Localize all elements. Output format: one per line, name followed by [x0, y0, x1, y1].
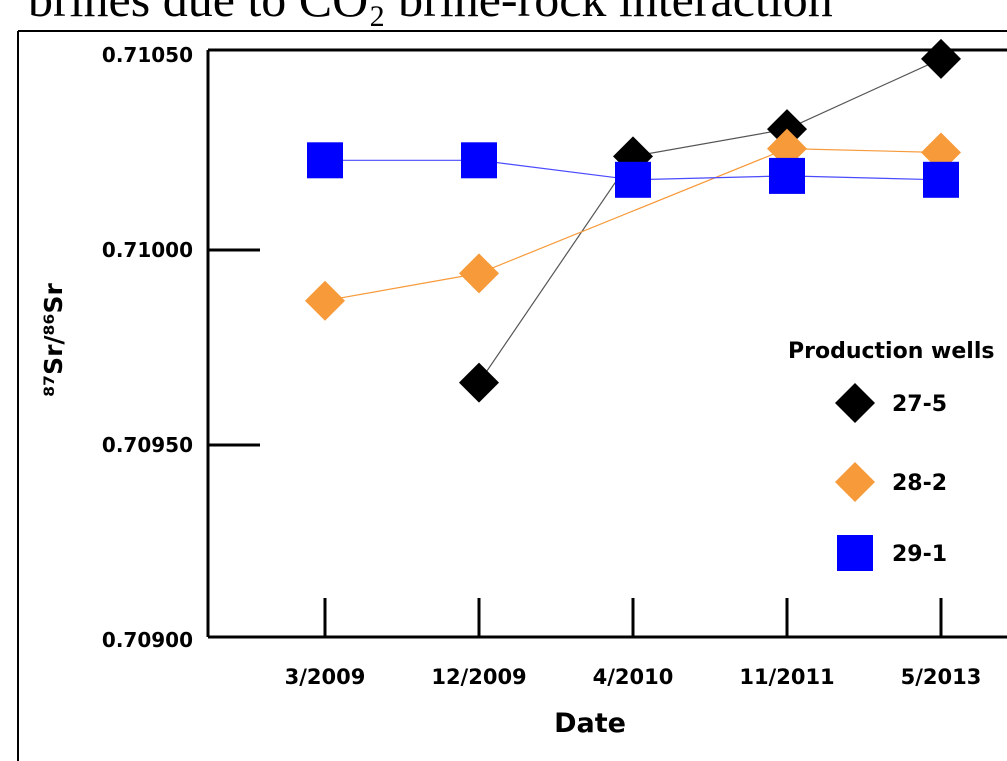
y-tick-label: 0.71050 [102, 43, 193, 67]
x-tick-label: 12/2009 [431, 665, 526, 689]
data-point [305, 280, 345, 321]
legend-label: 28-2 [892, 471, 947, 496]
legend-label: 27-5 [892, 392, 947, 417]
data-point [615, 161, 651, 198]
legend-marker [837, 535, 873, 571]
x-tick-label: 4/2010 [593, 665, 674, 689]
series-line [324, 147, 942, 302]
x-tick-label: 3/2009 [285, 665, 366, 689]
data-point [459, 253, 499, 294]
data-point [921, 38, 961, 79]
legend-title: Production wells [788, 339, 994, 364]
series-line [478, 58, 942, 383]
y-tick-label: 0.70950 [102, 433, 193, 457]
data-point [769, 157, 805, 194]
y-tick-label: 0.71000 [102, 238, 193, 262]
x-tick-label: 5/2013 [901, 665, 982, 689]
y-axis-label: ⁸⁷Sr/⁸⁶Sr [39, 283, 68, 397]
x-tick-label: 11/2011 [739, 665, 834, 689]
x-axis-label: Date [554, 708, 626, 739]
y-tick-label: 0.70900 [102, 628, 193, 652]
legend-marker [835, 383, 875, 423]
data-point [461, 142, 497, 179]
data-point [307, 142, 343, 179]
data-point [923, 161, 959, 198]
legend-label: 29-1 [892, 542, 947, 567]
data-point [459, 362, 499, 403]
chart-title: brines due to CO₂ brine-rock interaction [28, 0, 833, 27]
legend-marker [835, 462, 875, 502]
